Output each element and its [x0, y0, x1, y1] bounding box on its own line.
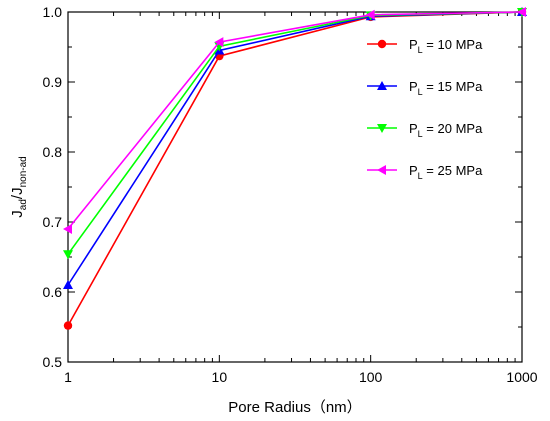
y-axis-title-sep: /J: [9, 187, 26, 199]
legend-marker: [377, 124, 387, 133]
data-point: [365, 9, 375, 20]
y-tick-label: 0.9: [43, 74, 63, 90]
legend-item: PL = 10 MPa: [367, 37, 483, 55]
y-axis-ticks: 0.5 0.6 0.7 0.8 0.9 1.0: [43, 4, 522, 370]
legend-item: PL = 25 MPa: [367, 163, 483, 181]
y-axis-title-sub2: non-ad: [18, 156, 29, 187]
y-tick-label: 0.7: [43, 214, 63, 230]
x-tick-label: 1: [64, 369, 72, 385]
x-tick-label: 1000: [506, 369, 537, 385]
data-point: [63, 321, 73, 330]
series-line: [67, 11, 523, 230]
legend-label: PL = 15 MPa: [409, 79, 483, 97]
legend-marker: [377, 165, 386, 175]
legend-label: PL = 10 MPa: [409, 37, 483, 55]
legend-marker: [377, 39, 387, 49]
x-axis-ticks: 1 10 100 1000: [64, 12, 538, 385]
series-line: [67, 11, 523, 286]
data-point: [63, 280, 73, 289]
legend-item: PL = 20 MPa: [367, 121, 483, 139]
legend-label: PL = 20 MPa: [409, 121, 483, 139]
y-axis-title-main: J: [9, 210, 26, 218]
legend: PL = 10 MPa PL = 15 MPa PL = 20 MPa PL = 25…: [367, 37, 483, 181]
x-axis-title: Pore Radius（nm）: [228, 399, 361, 416]
plot-frame: [67, 11, 523, 363]
x-tick-label: 100: [359, 369, 383, 385]
y-tick-label: 0.6: [43, 284, 63, 300]
legend-marker: [377, 81, 387, 90]
data-point: [214, 37, 224, 48]
y-axis-title-sub1: ad: [18, 199, 29, 210]
data-point: [63, 224, 72, 234]
x-tick-label: 10: [212, 369, 228, 385]
y-tick-label: 1.0: [43, 4, 63, 20]
y-tick-label: 0.5: [43, 354, 63, 370]
data-point: [517, 7, 526, 17]
data-point: [63, 250, 73, 260]
series-4: [63, 7, 526, 234]
y-tick-label: 0.8: [43, 144, 63, 160]
y-axis-title: Jad/Jnon-ad: [9, 156, 29, 217]
legend-item: PL = 15 MPa: [367, 79, 483, 97]
legend-label: PL = 25 MPa: [409, 163, 483, 181]
series-layer: [63, 7, 527, 330]
